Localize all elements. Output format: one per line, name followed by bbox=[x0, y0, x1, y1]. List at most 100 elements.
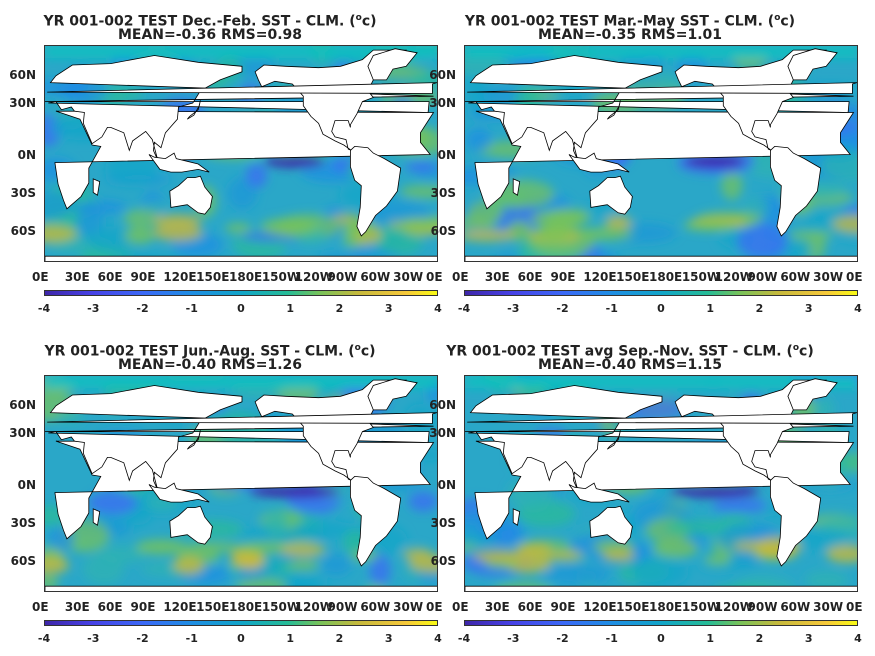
lon-tick-label: 30E bbox=[484, 600, 510, 614]
lon-tick-label: 150W bbox=[681, 600, 721, 614]
lon-tick-label: 60W bbox=[360, 270, 391, 284]
colorbar-tick-label: 0 bbox=[237, 632, 245, 645]
land-mask bbox=[465, 585, 857, 591]
panel-stats: MEAN=-0.36 RMS=0.98 bbox=[117, 27, 303, 43]
colorbar-tick-label: 3 bbox=[804, 302, 813, 315]
sst-anomaly-map bbox=[45, 376, 437, 591]
lon-tick-label: 30E bbox=[484, 270, 510, 284]
lon-tick-label: 90E bbox=[130, 270, 156, 284]
lon-tick-label: 120W bbox=[294, 600, 333, 614]
colorbar-tick-label: -4 bbox=[457, 302, 471, 315]
land-mask bbox=[186, 430, 201, 450]
land-mask bbox=[186, 100, 201, 120]
colorbar-tick-label: -3 bbox=[87, 302, 100, 315]
colorbar-tick-label: 2 bbox=[335, 302, 344, 315]
lon-tick-label: 60E bbox=[517, 270, 543, 284]
lat-tick-label: 30S bbox=[430, 516, 456, 530]
lon-tick-label: 120E bbox=[163, 600, 197, 614]
lon-tick-label: 0E bbox=[452, 600, 469, 614]
lon-tick-label: 180E bbox=[649, 600, 683, 614]
panel-stats: MEAN=-0.35 RMS=1.01 bbox=[537, 27, 723, 43]
lon-tick-label: 90W bbox=[747, 270, 778, 284]
land-mask bbox=[148, 482, 210, 503]
colorbar-tick-label: -2 bbox=[556, 632, 569, 645]
colorbar bbox=[464, 620, 858, 626]
lon-tick-label: 120W bbox=[714, 600, 753, 614]
land-mask bbox=[254, 379, 407, 481]
lon-tick-label: 0E bbox=[452, 270, 469, 284]
panel-stats: MEAN=-0.40 RMS=1.26 bbox=[117, 357, 303, 373]
lon-tick-label: 30E bbox=[64, 600, 90, 614]
colorbar-tick-label: 4 bbox=[434, 302, 442, 315]
lon-tick-label: 60E bbox=[97, 600, 123, 614]
map-panel-mam: YR 001-002 TEST Mar.-May SST - CLM. (oc)… bbox=[420, 0, 862, 325]
lon-tick-label: 0E bbox=[426, 600, 443, 614]
lon-tick-label: 150E bbox=[616, 270, 650, 284]
lon-tick-label: 150W bbox=[261, 270, 301, 284]
lon-tick-label: 120E bbox=[583, 270, 617, 284]
lat-tick-label: 60N bbox=[9, 398, 36, 412]
colorbar-tick-label: -1 bbox=[185, 302, 198, 315]
land-mask bbox=[367, 48, 418, 81]
lon-tick-label: 180E bbox=[229, 600, 263, 614]
land-mask bbox=[254, 49, 407, 151]
land-mask bbox=[589, 505, 633, 545]
lon-tick-label: 30W bbox=[393, 600, 424, 614]
land-mask bbox=[349, 475, 402, 567]
panel-stats: MEAN=-0.40 RMS=1.15 bbox=[537, 357, 723, 373]
lat-tick-label: 60S bbox=[10, 554, 36, 568]
map-panel-djf: YR 001-002 TEST Dec.-Feb. SST - CLM. (oc… bbox=[0, 0, 442, 325]
colorbar-tick-label: -1 bbox=[605, 632, 618, 645]
lon-tick-label: 30W bbox=[813, 600, 844, 614]
lon-tick-label: 120E bbox=[583, 600, 617, 614]
land-mask bbox=[769, 145, 822, 237]
land-mask bbox=[467, 412, 857, 424]
lat-tick-label: 60N bbox=[429, 68, 456, 82]
colorbar-tick-label: 3 bbox=[804, 632, 813, 645]
panel-title: YR 001-002 TEST Jun.-Aug. SST - CLM. (oc… bbox=[44, 343, 376, 360]
lon-tick-label: 90W bbox=[327, 270, 358, 284]
lat-tick-label: 30S bbox=[10, 186, 36, 200]
lon-tick-label: 180E bbox=[229, 270, 263, 284]
colorbar-tick-label: -3 bbox=[507, 302, 520, 315]
colorbar-tick-label: -4 bbox=[37, 302, 51, 315]
colorbar-tick-label: 1 bbox=[706, 302, 715, 315]
panel-title: YR 001-002 TEST Dec.-Feb. SST - CLM. (oc… bbox=[43, 13, 377, 30]
land-mask bbox=[674, 379, 827, 481]
lat-tick-label: 30N bbox=[429, 96, 456, 110]
lon-tick-label: 150E bbox=[196, 270, 230, 284]
lat-tick-label: 60N bbox=[429, 398, 456, 412]
lon-tick-label: 0E bbox=[32, 600, 49, 614]
lat-tick-label: 0N bbox=[437, 478, 456, 492]
land-mask bbox=[367, 378, 418, 411]
map-frame bbox=[464, 45, 858, 262]
land-mask bbox=[568, 152, 630, 173]
lon-tick-label: 90W bbox=[327, 600, 358, 614]
lon-tick-label: 90E bbox=[550, 600, 576, 614]
colorbar-tick-label: -4 bbox=[37, 632, 51, 645]
lat-tick-label: 30N bbox=[9, 96, 36, 110]
colorbar-tick-label: 1 bbox=[286, 632, 295, 645]
land-mask bbox=[568, 482, 630, 503]
colorbar-tick-label: 4 bbox=[854, 302, 862, 315]
colorbar-tick-label: 0 bbox=[237, 302, 245, 315]
colorbar-tick-label: 0 bbox=[657, 302, 665, 315]
map-panel-jja: YR 001-002 TEST Jun.-Aug. SST - CLM. (oc… bbox=[0, 330, 442, 655]
lat-tick-label: 0N bbox=[437, 148, 456, 162]
lon-tick-label: 60W bbox=[780, 600, 811, 614]
land-mask bbox=[465, 385, 854, 491]
panel-title: YR 001-002 TEST Mar.-May SST - CLM. (oc) bbox=[464, 13, 796, 30]
sst-anomaly-map bbox=[465, 46, 857, 261]
lon-tick-label: 150E bbox=[196, 600, 230, 614]
land-mask bbox=[674, 49, 827, 151]
lon-tick-label: 60E bbox=[517, 600, 543, 614]
lon-tick-label: 90E bbox=[130, 600, 156, 614]
colorbar bbox=[44, 290, 438, 296]
land-mask bbox=[465, 255, 857, 261]
lon-tick-label: 0E bbox=[846, 270, 863, 284]
colorbar-tick-label: 3 bbox=[384, 632, 393, 645]
land-mask bbox=[47, 82, 437, 94]
land-mask bbox=[512, 178, 521, 196]
lon-tick-label: 0E bbox=[32, 270, 49, 284]
map-frame bbox=[464, 375, 858, 592]
